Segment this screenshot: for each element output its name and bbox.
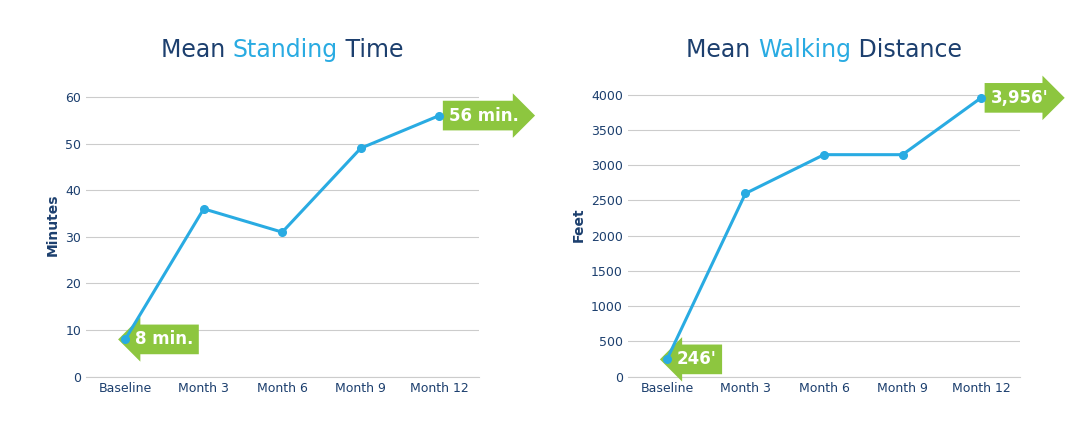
Text: Distance: Distance	[851, 38, 962, 61]
Text: Standing: Standing	[233, 38, 338, 61]
Text: 56 min.: 56 min.	[449, 107, 519, 125]
Y-axis label: Minutes: Minutes	[45, 194, 59, 256]
Text: Mean: Mean	[686, 38, 758, 61]
Y-axis label: Feet: Feet	[571, 208, 585, 242]
Text: Time: Time	[338, 38, 404, 61]
Text: 246': 246'	[677, 350, 716, 368]
Text: 3,956': 3,956'	[990, 89, 1048, 107]
Text: Mean: Mean	[161, 38, 233, 61]
Text: Walking: Walking	[758, 38, 851, 61]
Text: 8 min.: 8 min.	[134, 330, 193, 349]
